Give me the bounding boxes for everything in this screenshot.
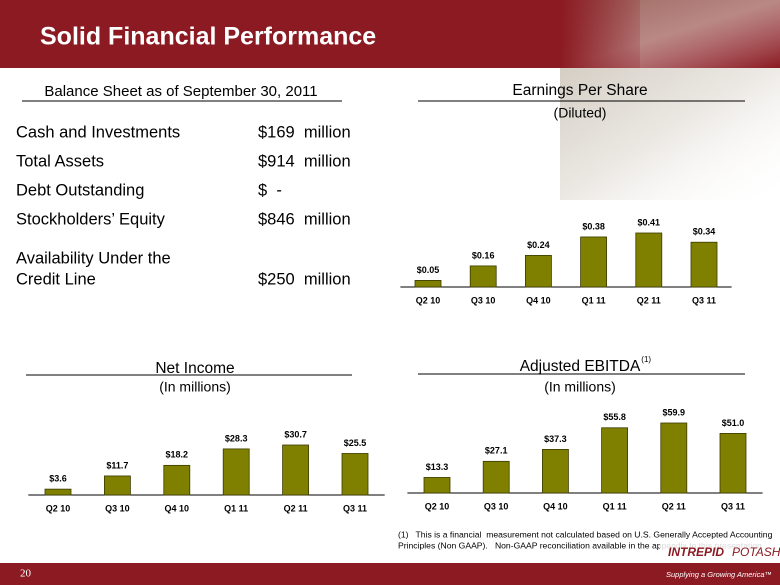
bar xyxy=(44,488,72,496)
x-tick-label: Q3 11 xyxy=(343,503,367,513)
data-label: $55.8 xyxy=(603,412,626,422)
row-label: Credit Line xyxy=(16,270,96,288)
bar xyxy=(104,475,131,496)
data-label: $59.9 xyxy=(663,407,686,417)
x-tick-label: Q2 11 xyxy=(637,295,661,305)
data-label: $25.5 xyxy=(344,438,367,448)
data-label: $0.16 xyxy=(472,250,495,260)
x-tick-label: Q1 11 xyxy=(582,295,606,305)
bar xyxy=(469,265,497,288)
bar xyxy=(580,236,607,288)
data-label: $0.34 xyxy=(693,227,716,237)
x-tick-label: Q3 11 xyxy=(692,295,716,305)
data-label: $11.7 xyxy=(106,460,128,470)
page-number: 20 xyxy=(20,568,32,580)
data-label: $30.7 xyxy=(284,429,307,439)
row-value: $250 million xyxy=(258,270,351,288)
x-tick-label: Q1 11 xyxy=(603,501,627,511)
data-label: $18.2 xyxy=(166,450,189,460)
data-label: $0.41 xyxy=(638,217,661,227)
logo-word: INTREPID xyxy=(668,545,724,559)
row-value: $914 million xyxy=(258,152,351,170)
row-label: Availability Under the xyxy=(16,249,171,267)
data-label: $0.38 xyxy=(582,221,605,231)
x-tick-label: Q4 10 xyxy=(526,295,551,305)
x-tick-label: Q2 10 xyxy=(46,503,71,513)
data-label: $0.24 xyxy=(527,240,550,250)
slide-title: Solid Financial Performance xyxy=(40,23,376,51)
x-tick-label: Q2 10 xyxy=(416,295,441,305)
bar xyxy=(719,433,747,494)
row-value: $846 million xyxy=(258,210,351,228)
x-tick-label: Q3 10 xyxy=(105,503,130,513)
x-tick-label: Q4 10 xyxy=(165,503,190,513)
footnote-line: Principles (Non GAAP). Non-GAAP reconcil… xyxy=(398,540,764,550)
chart-subtitle: (Diluted) xyxy=(554,105,607,121)
balance-sheet-title: Balance Sheet as of September 30, 2011 xyxy=(44,83,317,100)
row-label: Total Assets xyxy=(16,152,104,170)
x-tick-label: Q4 10 xyxy=(543,501,568,511)
charts: Earnings Per Share (Diluted) $0.05 Q2 10 $0.… xyxy=(26,82,763,513)
data-label: $0.05 xyxy=(417,265,440,275)
bar xyxy=(282,444,310,496)
footnote-line: (1) This is a financial measurement not … xyxy=(398,529,773,539)
x-tick-label: Q1 11 xyxy=(224,503,248,513)
logo-word: POTASH xyxy=(732,545,780,559)
bar xyxy=(423,477,451,494)
bar xyxy=(601,427,628,494)
balance-sheet: Cash and Investments $169 million Total As… xyxy=(16,123,351,288)
row-label: Debt Outstanding xyxy=(16,181,144,199)
logo-box xyxy=(660,541,780,563)
bar xyxy=(414,280,442,288)
header-photo-fade xyxy=(560,0,640,68)
bar xyxy=(525,254,552,288)
x-tick-label: Q3 10 xyxy=(484,501,509,511)
data-label: $28.3 xyxy=(225,433,248,443)
chart-title: Net Income xyxy=(155,360,234,377)
bar xyxy=(341,453,369,496)
chart-title: Adjusted EBITDA xyxy=(520,358,641,375)
bar xyxy=(660,422,688,494)
data-label: $51.0 xyxy=(722,418,745,428)
data-label: $13.3 xyxy=(426,462,449,472)
chart-subtitle: (In millions) xyxy=(544,379,616,395)
data-label: $27.1 xyxy=(485,446,508,456)
chart-subtitle: (In millions) xyxy=(159,379,231,395)
bar xyxy=(635,232,663,288)
x-tick-label: Q2 10 xyxy=(425,501,450,511)
x-tick-label: Q2 11 xyxy=(662,501,686,511)
row-label: Cash and Investments xyxy=(16,123,180,141)
chart-title: Earnings Per Share xyxy=(512,82,647,99)
title-note: (1) xyxy=(641,355,651,364)
x-tick-label: Q3 10 xyxy=(471,295,496,305)
bar xyxy=(222,448,250,496)
footer-band xyxy=(0,563,780,585)
data-label: $3.6 xyxy=(49,474,67,484)
bar xyxy=(690,241,718,288)
photo-fade xyxy=(560,60,780,200)
x-tick-label: Q2 11 xyxy=(284,503,308,513)
bar xyxy=(163,464,191,496)
row-value: $ - xyxy=(258,181,282,199)
row-value: $169 million xyxy=(258,123,351,141)
data-label: $37.3 xyxy=(544,434,567,444)
row-label: Stockholders’ Equity xyxy=(16,210,166,228)
tagline: Supplying a Growing America™ xyxy=(666,570,772,579)
bar xyxy=(482,460,510,494)
bar xyxy=(542,449,569,494)
x-tick-label: Q3 11 xyxy=(721,501,745,511)
